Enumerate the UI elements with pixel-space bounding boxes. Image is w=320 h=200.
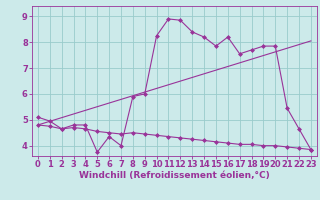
- X-axis label: Windchill (Refroidissement éolien,°C): Windchill (Refroidissement éolien,°C): [79, 171, 270, 180]
